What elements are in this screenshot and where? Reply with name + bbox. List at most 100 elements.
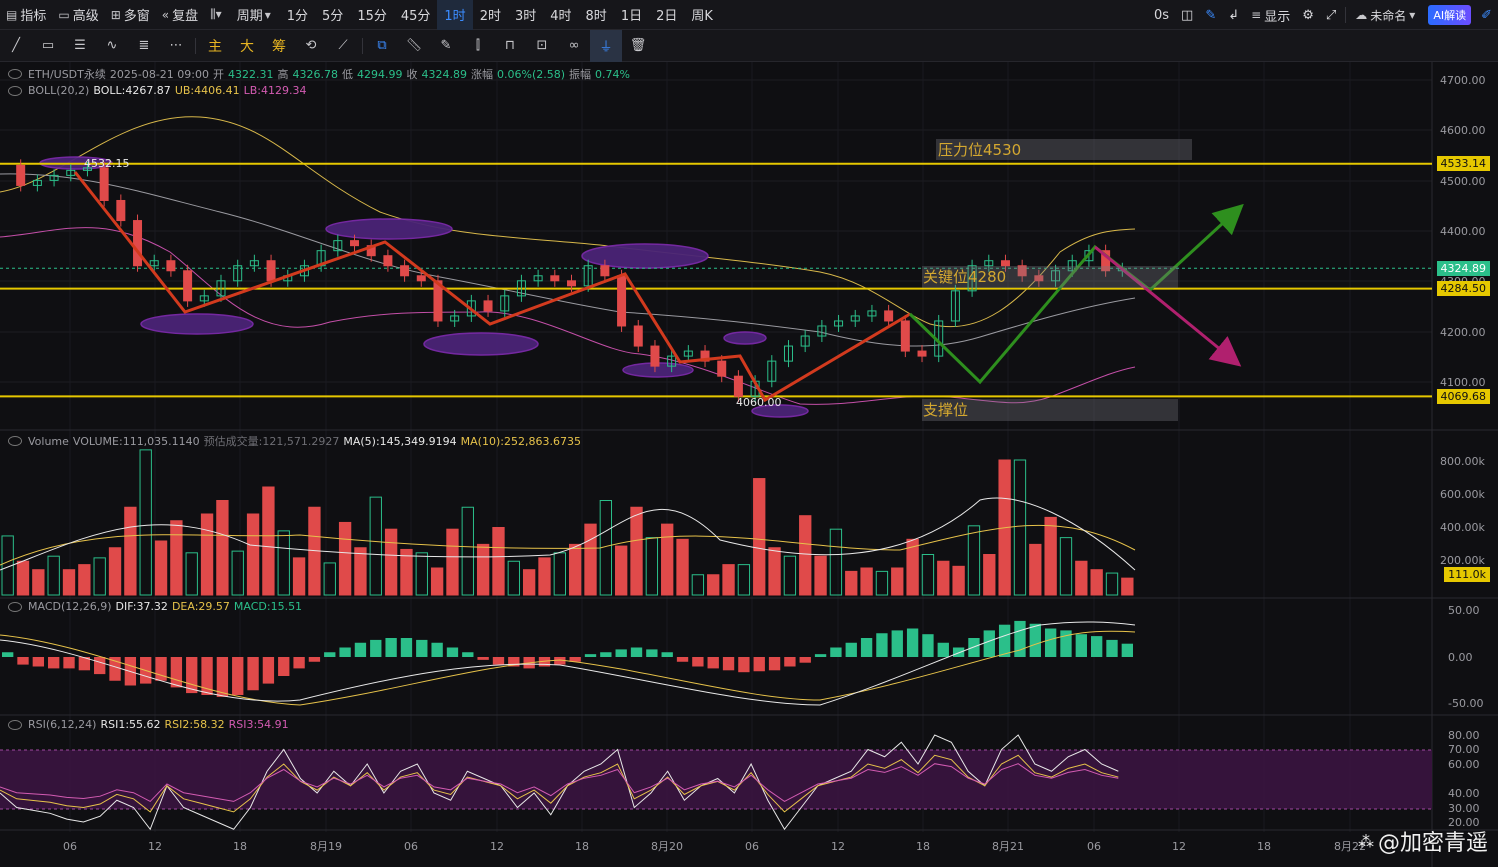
price-axis-label: 4500.00: [1440, 175, 1486, 188]
candle-body: [817, 325, 827, 337]
volume-bar: [170, 520, 183, 596]
timeframe-1w[interactable]: 周K: [691, 9, 713, 24]
ai-interpret-button[interactable]: AI解读: [1428, 5, 1472, 25]
volume-bar: [1, 535, 14, 596]
candle-body: [1000, 260, 1010, 267]
candle-tool-icon[interactable]: ⫿: [475, 38, 481, 53]
volume-bar: [1013, 459, 1027, 596]
eye-icon[interactable]: [8, 436, 22, 446]
macd-bar: [201, 657, 213, 695]
lock-icon[interactable]: ⊓: [504, 38, 516, 53]
settings-icon[interactable]: ⚙: [1302, 7, 1314, 23]
indicator-button[interactable]: ▤ 指标: [6, 7, 47, 25]
volume-bar: [185, 552, 198, 596]
chart-canvas[interactable]: 4700.004600.004500.004400.004300.004200.…: [0, 62, 1498, 867]
candle-body: [333, 240, 343, 252]
macd-bar: [1106, 639, 1118, 657]
macd-bar: [170, 657, 183, 688]
pen-icon[interactable]: ✎: [1205, 7, 1217, 23]
timeframe-3h[interactable]: 3时: [514, 9, 537, 24]
countdown: 0s: [1153, 7, 1170, 23]
camera-icon[interactable]: ◫: [1181, 7, 1194, 23]
time-axis-label: 06: [1087, 840, 1101, 853]
timeframe-1d[interactable]: 1日: [620, 9, 643, 24]
time-axis-label: 06: [404, 840, 418, 853]
more-icon[interactable]: ⋯: [169, 38, 183, 53]
open-label: 开: [213, 68, 224, 81]
candle-type-button[interactable]: ⫼▾: [204, 0, 231, 30]
chip-button[interactable]: 筹: [272, 38, 286, 55]
volume-name: Volume: [28, 434, 69, 448]
volume-bar: [400, 548, 413, 596]
advanced-button[interactable]: ▭ 高级: [58, 7, 99, 25]
multi-window-button[interactable]: ⊞ 多窗: [110, 7, 150, 25]
eye-icon[interactable]: [8, 69, 22, 79]
brush-icon[interactable]: ✎: [440, 38, 452, 53]
large-order-button[interactable]: 大: [240, 38, 254, 55]
line-tool-icon[interactable]: ╱: [12, 38, 20, 53]
fullscreen-icon[interactable]: ⤢: [1325, 7, 1337, 23]
rsi1-value: RSI1:55.62: [100, 718, 161, 731]
volume-bar: [722, 564, 735, 596]
highlight-ellipse: [751, 404, 809, 418]
chart-edit-icon[interactable]: ⊡: [536, 38, 548, 53]
timeframe-1m[interactable]: 1分: [286, 9, 309, 24]
volume-bar: [200, 513, 214, 596]
support-annotation[interactable]: 支撑位: [922, 399, 1178, 421]
resistance-annotation[interactable]: 压力位4530: [936, 139, 1192, 160]
user-dropdown[interactable]: ☁ 未命名 ▾: [1355, 8, 1416, 23]
wave-tool-icon[interactable]: ∿: [106, 38, 118, 53]
eye-icon[interactable]: [8, 719, 22, 730]
candle-body: [450, 315, 460, 322]
volume-current-tag: 111.0k: [1444, 567, 1490, 582]
ruler-icon[interactable]: 📏︎: [405, 38, 423, 53]
volume-bar: [569, 543, 582, 596]
eye-icon[interactable]: [8, 601, 22, 612]
time-axis-label: 8月19: [310, 840, 342, 853]
timeframe-5m[interactable]: 5分: [322, 9, 344, 24]
copy-icon[interactable]: ⧉: [377, 38, 387, 53]
volume-info-line: Volume VOLUME:111,035.1140 预估成交量:121,571…: [8, 433, 581, 449]
trend-lines: [73, 171, 1244, 403]
time-axis-label: 12: [148, 840, 162, 853]
trash-icon[interactable]: 🗑︎: [629, 38, 647, 53]
link-icon[interactable]: ∞: [568, 38, 580, 53]
candle-body: [850, 315, 860, 322]
price-axis-label: 4200.00: [1440, 326, 1486, 339]
time-axis-label: 18: [233, 840, 247, 853]
volume-bar: [139, 449, 152, 596]
filter-icon[interactable]: ⏚: [590, 29, 622, 62]
time-axis-label: 18: [1257, 840, 1271, 853]
fib-tool-icon[interactable]: ≣: [138, 38, 150, 53]
macd-bar: [845, 642, 857, 657]
timeframe-45m[interactable]: 45分: [400, 9, 431, 24]
period-dropdown[interactable]: 周期 ▾: [236, 7, 271, 25]
macd-dif-line: [0, 621, 1136, 706]
eye-icon[interactable]: [8, 85, 22, 96]
horizontal-lines-icon[interactable]: ☰: [74, 38, 86, 53]
timeframe-15m[interactable]: 15分: [357, 9, 387, 24]
timeframe-2d[interactable]: 2日: [656, 9, 678, 24]
replay-button[interactable]: «复盘: [161, 7, 199, 25]
main-force-button[interactable]: 主: [208, 38, 222, 55]
measure-icon[interactable]: ⟋: [338, 38, 348, 53]
candle-body: [1034, 275, 1044, 282]
timeframe-2h[interactable]: 2时: [479, 9, 501, 24]
timeframe-8h[interactable]: 8时: [585, 9, 607, 24]
magnet-icon[interactable]: ⟲: [305, 38, 317, 53]
volume-bar: [952, 565, 965, 596]
rectangle-tool-icon[interactable]: ▭: [41, 38, 55, 53]
macd-bar: [155, 657, 167, 681]
volume-bar: [154, 540, 168, 596]
timeframe-1h[interactable]: 1时: [437, 0, 473, 30]
key-level-annotation[interactable]: 关键位4280: [922, 266, 1178, 288]
candle-body: [967, 265, 977, 292]
reply-icon[interactable]: ↲: [1228, 7, 1240, 23]
timeframe-4h[interactable]: 4时: [550, 9, 572, 24]
rsi2-value: RSI2:58.32: [164, 718, 225, 731]
volume-value: VOLUME:111,035.1140: [72, 434, 200, 448]
pencil-icon[interactable]: ✐: [1481, 7, 1492, 23]
volume-bar: [292, 557, 306, 596]
candle-body: [82, 167, 92, 171]
display-button[interactable]: ≡ 显示: [1251, 8, 1291, 25]
